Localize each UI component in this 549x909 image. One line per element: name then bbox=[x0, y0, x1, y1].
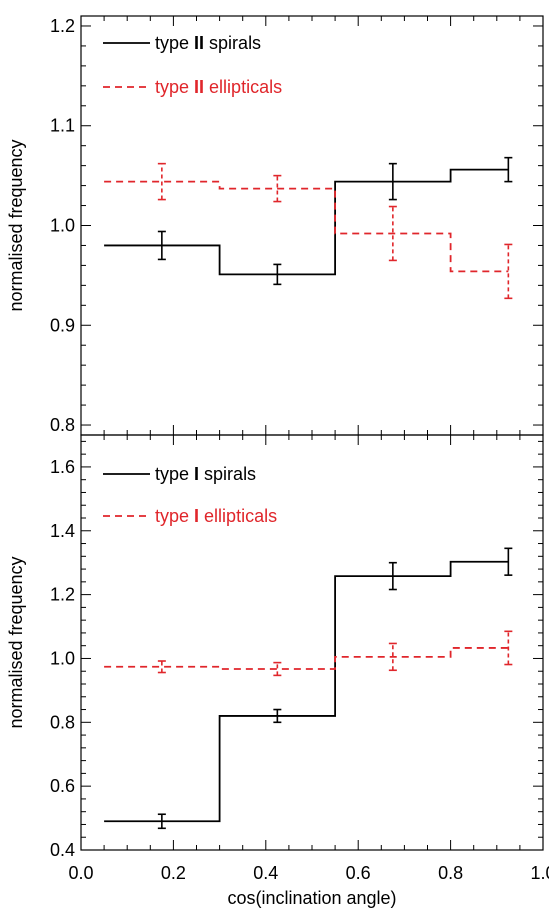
legend-label-suffix: ellipticals bbox=[204, 77, 282, 97]
plot-frame bbox=[80, 434, 544, 851]
top-panel: 0.8 0.9 1.0 1.1 1.2 normalised frequency type … bbox=[6, 15, 544, 436]
y-tick-label: 0.8 bbox=[50, 415, 75, 435]
y-tick-label: 1.2 bbox=[50, 585, 75, 605]
x-tick-label: 0.8 bbox=[438, 863, 463, 883]
y-axis-label: normalised frequency bbox=[6, 556, 26, 728]
legend-label-prefix: type bbox=[155, 506, 194, 526]
y-axis-label: normalised frequency bbox=[6, 139, 26, 311]
legend-label: type II spirals bbox=[155, 33, 261, 53]
y-tick-label: 0.4 bbox=[50, 840, 75, 860]
bottom-panel: 0.4 0.6 0.8 1.0 1.2 1.4 1.6 0.0 0.2 0.4 0.6 0.8 1.0 n… bbox=[6, 434, 549, 883]
legend-label: type I ellipticals bbox=[155, 506, 277, 526]
y-tick-label: 1.4 bbox=[50, 521, 75, 541]
x-tick-label: 0.0 bbox=[68, 863, 93, 883]
legend-label-type: II bbox=[194, 33, 204, 53]
step-line-type-i-ellipticals bbox=[104, 647, 509, 670]
legend-label-suffix: ellipticals bbox=[199, 506, 277, 526]
legend-label-prefix: type bbox=[155, 464, 194, 484]
legend-label: type II ellipticals bbox=[155, 77, 282, 97]
x-axis-label: cos(inclination angle) bbox=[227, 888, 396, 908]
legend-label-prefix: type bbox=[155, 33, 194, 53]
legend-label-type: I bbox=[194, 506, 199, 526]
y-tick-label: 1.0 bbox=[50, 648, 75, 668]
y-tick-label: 1.1 bbox=[50, 116, 75, 136]
y-tick-label: 0.8 bbox=[50, 712, 75, 732]
y-tick-label: 0.9 bbox=[50, 315, 75, 335]
y-tick-label: 1.0 bbox=[50, 216, 75, 236]
legend-label: type I spirals bbox=[155, 464, 256, 484]
y-tick-label: 0.6 bbox=[50, 776, 75, 796]
legend-label-suffix: spirals bbox=[199, 464, 256, 484]
plot-frame bbox=[80, 15, 544, 436]
x-tick-label: 0.2 bbox=[161, 863, 186, 883]
x-tick-label: 1.0 bbox=[530, 863, 549, 883]
x-tick-label: 0.4 bbox=[253, 863, 278, 883]
legend-label-type: I bbox=[194, 464, 199, 484]
x-tick-label: 0.6 bbox=[346, 863, 371, 883]
step-line-type-ii-ellipticals bbox=[104, 180, 509, 273]
legend-label-prefix: type bbox=[155, 77, 194, 97]
y-tick-label: 1.6 bbox=[50, 457, 75, 477]
y-tick-label: 1.2 bbox=[50, 16, 75, 36]
step-line-type-i-spirals bbox=[104, 560, 509, 823]
legend-label-type: II bbox=[194, 77, 204, 97]
legend-label-suffix: spirals bbox=[204, 33, 261, 53]
